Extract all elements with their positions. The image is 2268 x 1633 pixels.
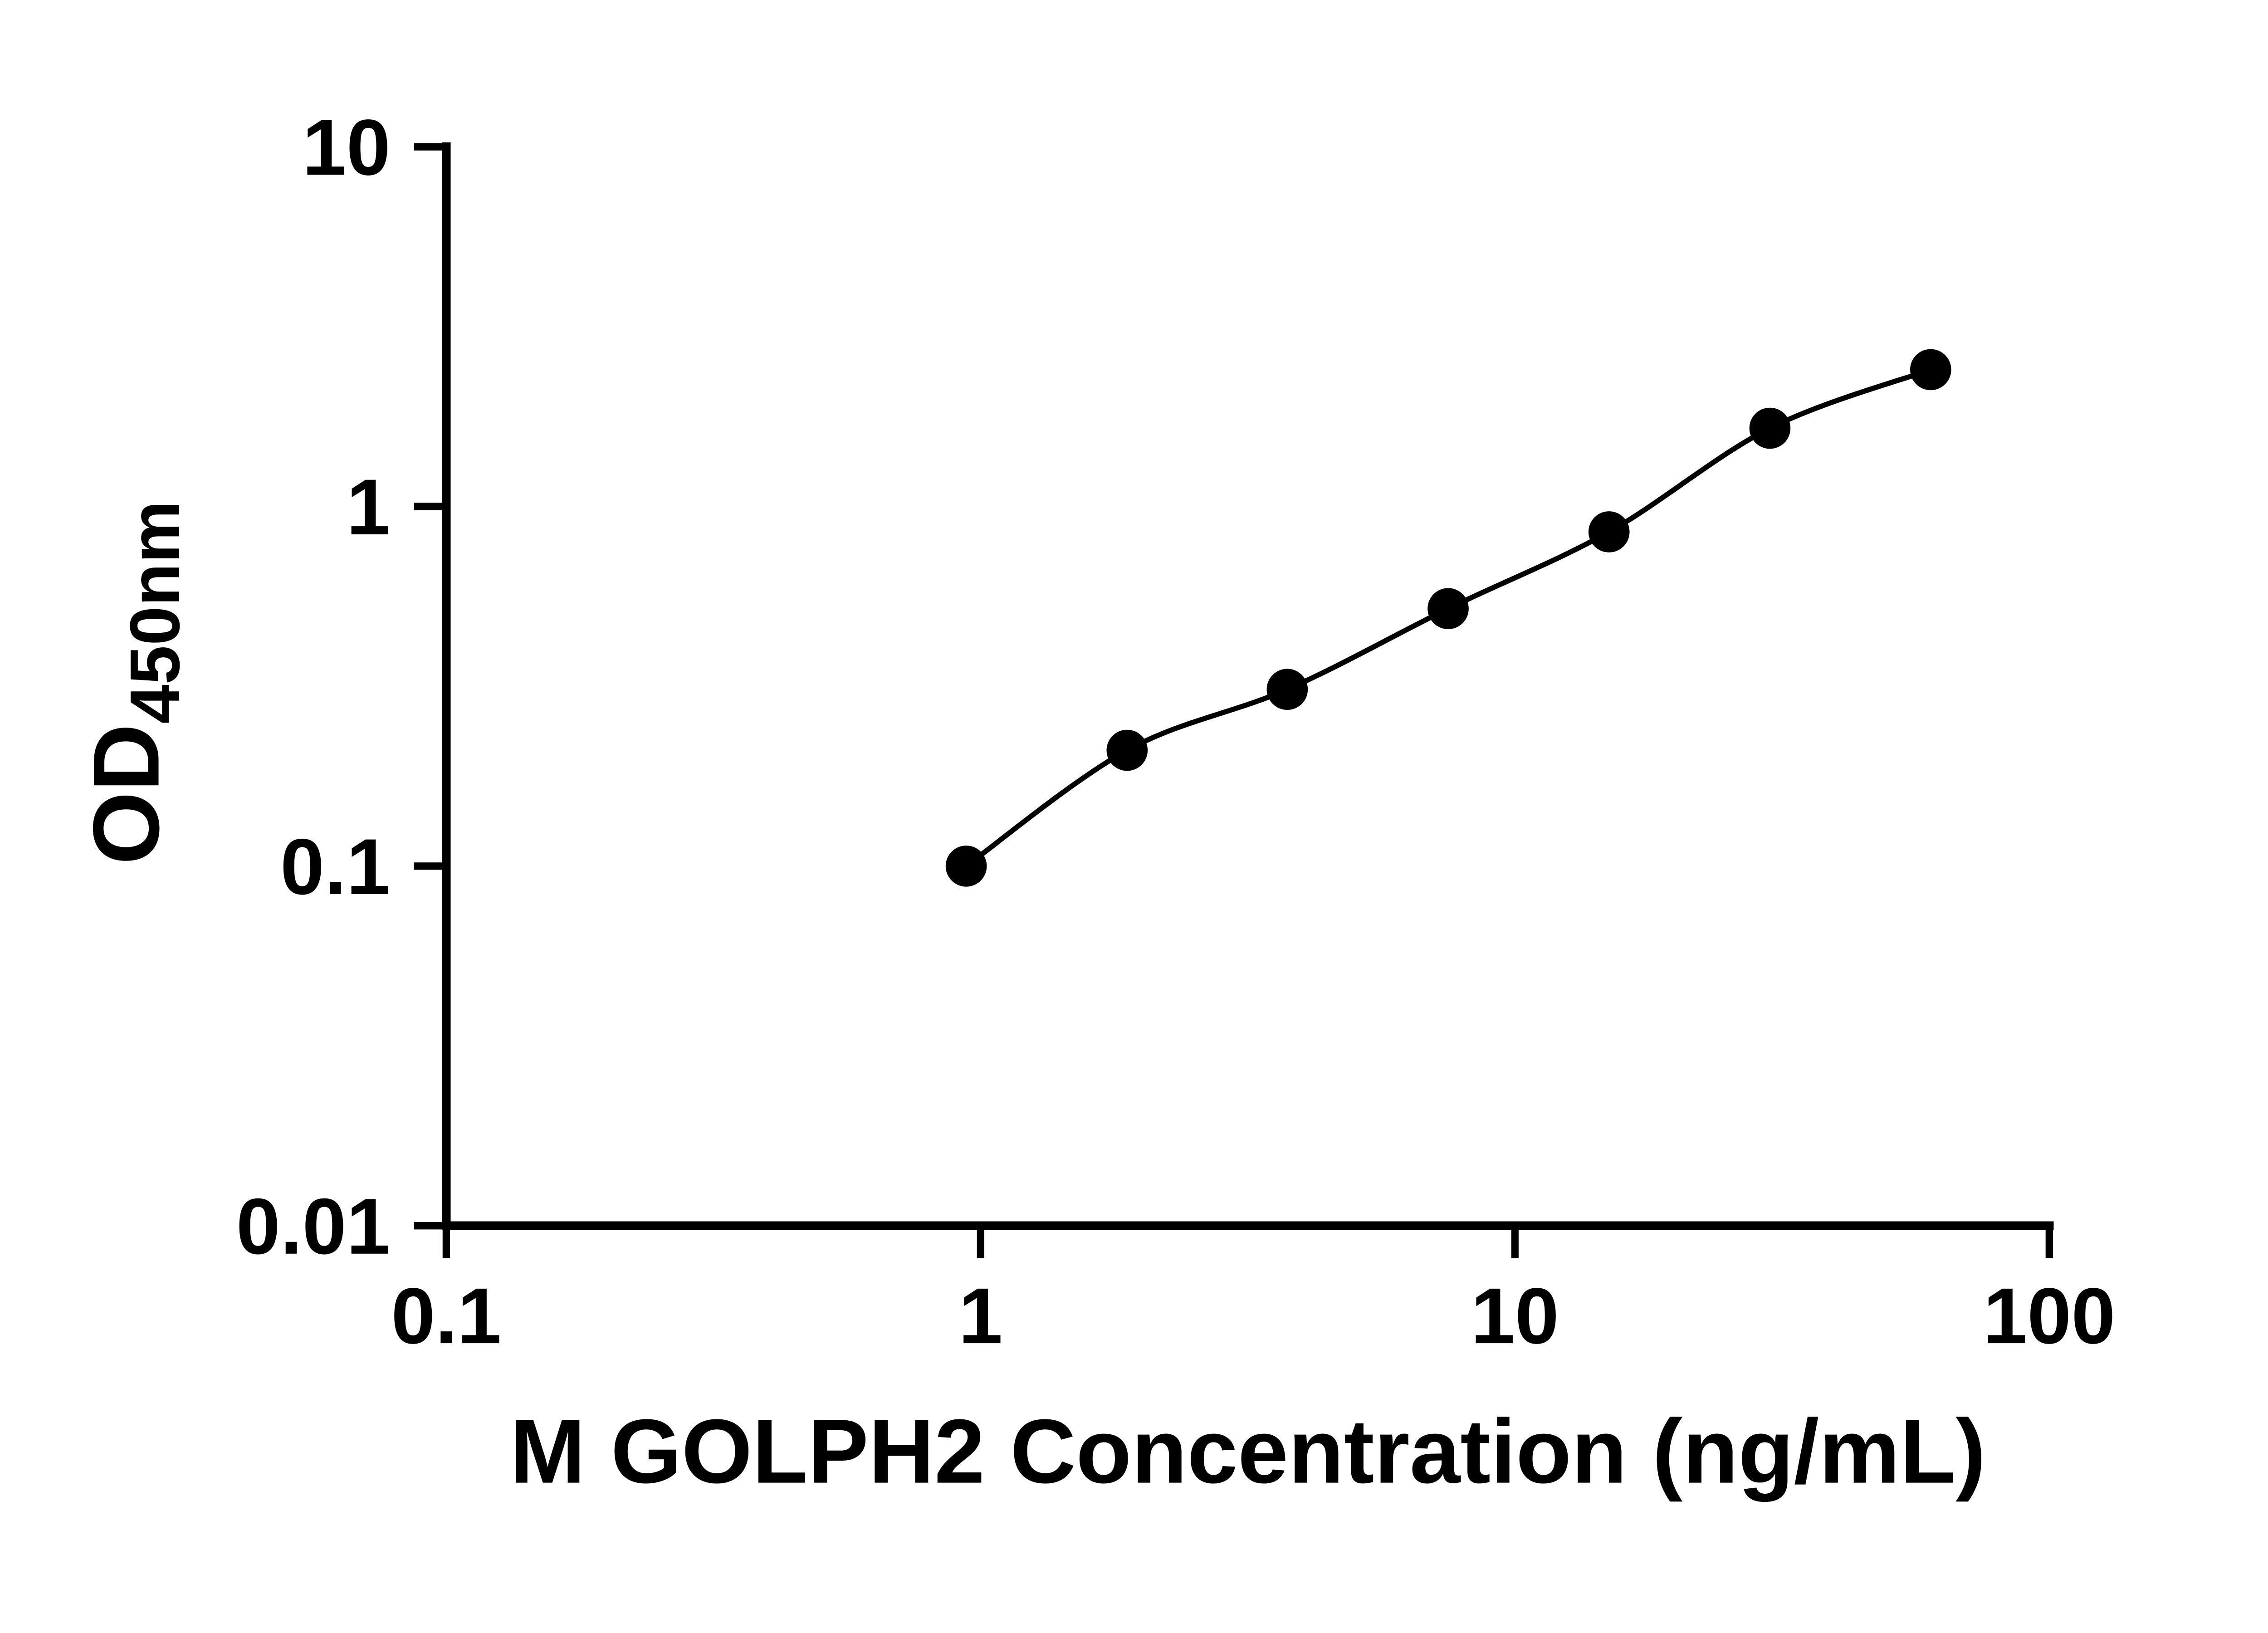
standard-curve-chart: 0.1 1 10 100 0.01 0.1 1 10 M GOLPH2 Concentratio…	[73, 103, 2116, 1502]
data-point	[1749, 407, 1791, 449]
x-tick-label: 10	[1471, 1272, 1559, 1360]
x-tick-label: 1	[958, 1272, 1002, 1360]
y-axis-title-subscript: 450nm	[115, 500, 194, 724]
y-axis-title: OD450nm	[74, 500, 194, 865]
x-tick-label: 100	[1983, 1272, 2116, 1360]
y-tick-label: 0.1	[280, 823, 391, 911]
y-tick-label: 10	[302, 103, 390, 192]
x-tick-label: 0.1	[391, 1272, 501, 1360]
data-point	[1266, 669, 1308, 710]
y-tick-label: 0.01	[236, 1183, 391, 1271]
data-point	[1106, 729, 1148, 771]
x-axis-title: M GOLPH2 Concentration (ng/mL)	[510, 1400, 1986, 1502]
data-point	[1910, 349, 1951, 391]
data-point	[1588, 511, 1630, 552]
data-point	[1427, 588, 1469, 630]
y-tick-label: 1	[347, 463, 391, 552]
data-point	[945, 846, 987, 887]
y-axis-title-main: OD	[74, 724, 179, 865]
